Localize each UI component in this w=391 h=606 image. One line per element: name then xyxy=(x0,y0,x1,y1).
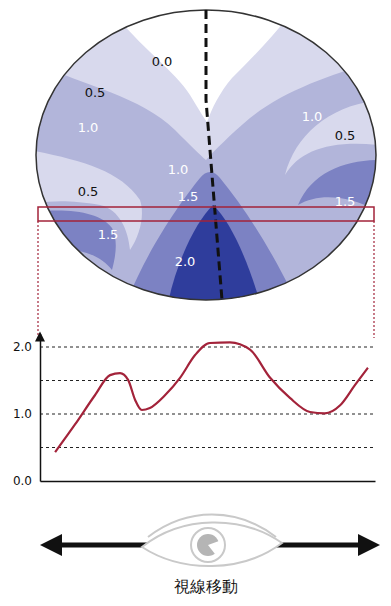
eye-outline xyxy=(142,522,282,566)
contour-region xyxy=(0,0,391,320)
grid xyxy=(40,347,375,448)
contour-label: 0.5 xyxy=(335,128,356,143)
lens-outline xyxy=(36,10,376,300)
eye-pupil xyxy=(197,534,219,556)
section-marker xyxy=(38,207,374,221)
contour-region xyxy=(105,0,300,122)
contour-label: 2.0 xyxy=(175,254,196,269)
contour-label: 1.0 xyxy=(168,162,189,177)
grid-line xyxy=(40,380,375,381)
section-guide xyxy=(37,221,38,338)
y-axis-line xyxy=(40,334,42,481)
contour-label: 1.0 xyxy=(302,109,323,124)
grid-line xyxy=(40,347,375,348)
lens-map xyxy=(0,0,391,320)
contour-label: 0.5 xyxy=(78,184,99,199)
eye-iris xyxy=(191,528,225,562)
section-guide xyxy=(373,221,374,338)
contour-label: 1.5 xyxy=(178,189,199,204)
y-tick-label: 2.0 xyxy=(13,340,32,354)
eye-highlight xyxy=(208,541,220,554)
corridor-line xyxy=(206,10,222,300)
y-axis: 0.0 1.0 2.0 xyxy=(13,334,41,488)
y-tick: 1.0 xyxy=(13,407,40,421)
x-axis-line xyxy=(41,481,376,483)
gaze-arrow-head xyxy=(40,534,62,556)
eye-icon xyxy=(142,515,282,567)
x-axis-title: 視線移動 xyxy=(174,577,238,596)
contour-label: 1.5 xyxy=(98,227,119,242)
y-tick: 2.0 xyxy=(13,340,40,354)
contour-region xyxy=(298,160,380,212)
y-tick-label: 0.0 xyxy=(13,474,32,488)
plot-area xyxy=(55,342,368,452)
contour-label: 0.0 xyxy=(152,54,173,69)
power-line xyxy=(55,342,368,452)
contour-label: 1.0 xyxy=(78,120,99,135)
y-tick: 0.0 xyxy=(13,474,40,488)
figure: 0.00.51.01.00.51.00.51.51.51.52.00.01.02… xyxy=(0,0,391,606)
y-tick-label: 1.0 xyxy=(13,407,32,421)
y-axis-arrow xyxy=(35,332,45,342)
grid-line xyxy=(40,447,375,448)
gaze-arrow-head xyxy=(358,534,380,556)
x-axis xyxy=(41,481,376,482)
contour-label: 0.5 xyxy=(85,85,106,100)
